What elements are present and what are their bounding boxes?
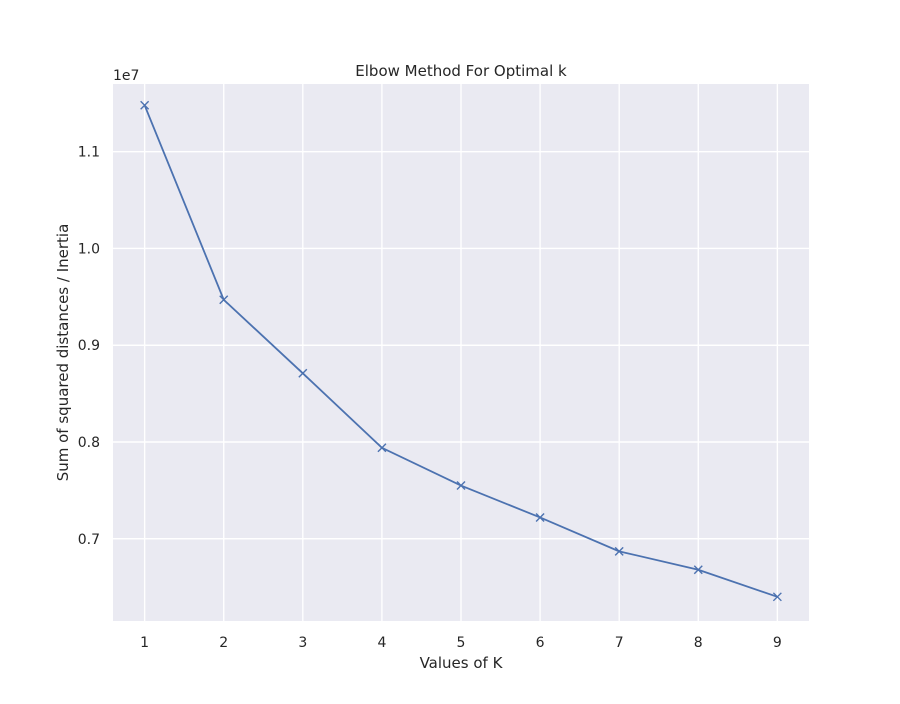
data-point-marker	[377, 443, 387, 453]
data-point-marker	[535, 512, 545, 522]
x-tick-label: 4	[377, 635, 386, 651]
data-point-marker	[614, 546, 624, 556]
x-tick-label: 2	[219, 635, 228, 651]
x-axis-title: Values of K	[420, 654, 504, 672]
y-tick-label: 1.1	[78, 145, 100, 161]
data-point-marker	[456, 481, 466, 491]
x-tick-label: 7	[615, 635, 624, 651]
data-point-marker	[140, 100, 150, 110]
x-tick-label: 6	[536, 635, 545, 651]
data-point-marker	[219, 295, 229, 305]
data-point-marker	[772, 592, 782, 602]
y-tick-label: 0.9	[78, 338, 100, 354]
x-tick-label: 3	[298, 635, 307, 651]
y-tick-label: 0.8	[78, 435, 100, 451]
y-tick-label: 1.0	[78, 241, 100, 257]
x-tick-label: 1	[140, 635, 149, 651]
x-tick-label: 9	[773, 635, 782, 651]
y-tick-labels: 0.7 0.8 0.9 1.0 1.1	[78, 145, 100, 548]
series-layer	[140, 100, 782, 602]
x-tick-label: 8	[694, 635, 703, 651]
data-point-marker	[298, 368, 308, 378]
chart-title: Elbow Method For Optimal k	[355, 62, 567, 80]
y-scale-label: 1e7	[113, 68, 139, 84]
y-axis-title: Sum of squared distances / Inertia	[54, 224, 72, 482]
y-tick-label: 0.7	[78, 532, 100, 548]
data-point-marker	[693, 565, 703, 575]
x-tick-labels: 1 2 3 4 5 6 7 8 9	[140, 635, 782, 651]
x-tick-label: 5	[457, 635, 466, 651]
grid-layer	[113, 84, 809, 621]
